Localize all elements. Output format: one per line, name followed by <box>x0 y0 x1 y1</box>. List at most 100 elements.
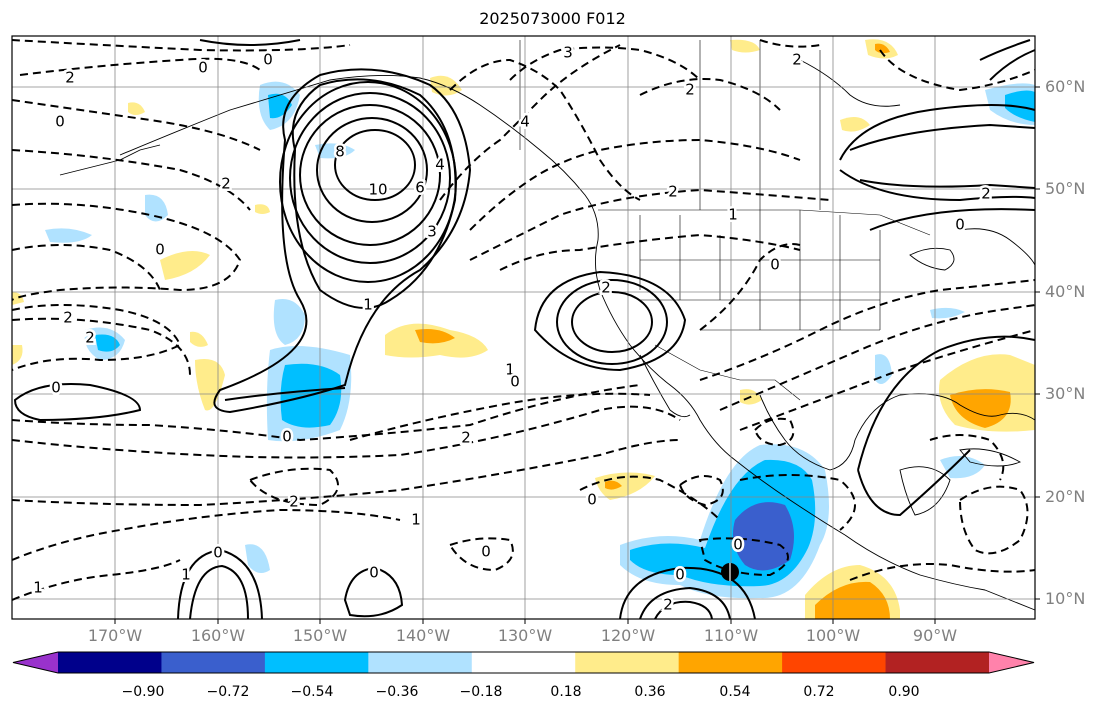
colorbar-tick-label: 0.18 <box>550 684 582 700</box>
border-us-mexico <box>654 344 801 401</box>
contour-dashed <box>759 39 821 48</box>
lat-label-40n: 40°N <box>1045 282 1086 301</box>
contour-solid <box>343 566 404 618</box>
colorbar-tick-label: 0.90 <box>888 684 920 700</box>
contour-dashed <box>11 99 261 151</box>
contour-dashed <box>11 244 161 291</box>
contour-label: 2 <box>63 309 73 327</box>
contour-solid <box>533 270 687 372</box>
coastline-aleutians <box>59 144 161 176</box>
contour-dashed <box>11 559 181 601</box>
contour-solid <box>654 600 713 620</box>
contour-solid <box>199 39 301 46</box>
border-canada-provinces <box>699 40 821 210</box>
shade-mid-blue <box>732 502 794 571</box>
coastline-yucatan <box>899 466 951 516</box>
shaded-fields <box>12 39 1035 619</box>
contour-label: 2 <box>85 329 95 347</box>
colorbar-tick-label: −0.90 <box>121 684 165 700</box>
contour-label: 8 <box>335 143 345 161</box>
contour-label: 2 <box>221 175 231 193</box>
lon-label-160w: 160°W <box>190 626 246 645</box>
contour-solid <box>299 104 441 246</box>
contour-solid <box>289 92 451 264</box>
shade-blue <box>95 334 120 352</box>
colorbar-segment <box>368 652 473 673</box>
contour-dashed <box>678 475 724 507</box>
contour-label: 0 <box>510 373 520 391</box>
shade-yellow <box>12 292 24 305</box>
contour-solid <box>213 68 472 414</box>
map-title: 2025073000 F012 <box>479 9 626 28</box>
coastline-hudson <box>799 59 901 107</box>
contour-solid <box>859 179 1036 189</box>
lon-label-140w: 140°W <box>395 626 451 645</box>
map-frame <box>11 35 1036 620</box>
coastline-gulf-mexico <box>759 393 1036 471</box>
shade-orange <box>415 329 455 344</box>
lon-label-100w: 100°W <box>805 626 861 645</box>
contour-label: 2 <box>65 69 75 87</box>
contour-label: 4 <box>435 156 445 174</box>
colorbar-tick-label: −0.18 <box>459 684 503 700</box>
colorbar-segment <box>471 652 576 673</box>
contour-label: 0 <box>55 113 65 131</box>
contour-label: 4 <box>520 113 530 131</box>
contour-dashed <box>699 279 1036 381</box>
colorbar-tick-label: −0.36 <box>375 684 419 700</box>
contour-dashed <box>248 467 339 507</box>
colorbar-extend-high <box>989 652 1034 673</box>
shade-light-blue <box>875 354 892 384</box>
shade-yellow <box>840 116 870 132</box>
contour-label: 0 <box>51 379 61 397</box>
contour-label: 2 <box>685 81 695 99</box>
lat-label-30n: 30°N <box>1045 384 1086 403</box>
colorbar-segment <box>161 652 266 673</box>
colorbar-segment <box>782 652 887 673</box>
contour-solid <box>13 383 142 422</box>
contour-dashed <box>11 39 351 52</box>
contour-label: 2 <box>289 493 299 511</box>
shade-orange <box>815 581 890 619</box>
contour-solid <box>177 548 263 620</box>
lat-label-60n: 60°N <box>1045 77 1086 96</box>
contour-label: 3 <box>563 44 573 62</box>
contour-labels: 0 2 3 2 0 0 2 0 4 10 8 6 4 2 2 1 2 0 3 2… <box>31 41 994 616</box>
contour-label: 10 <box>368 181 387 199</box>
colorbar-segment <box>678 652 783 673</box>
contour-solid <box>979 39 1031 61</box>
contour-dashed <box>579 475 721 521</box>
coastline-cuba <box>959 448 1022 467</box>
contour-label: 2 <box>601 279 611 297</box>
lon-label-150w: 150°W <box>292 626 348 645</box>
contour-label: 0 <box>213 544 223 562</box>
lat-label-10n: 10°N <box>1045 589 1086 608</box>
contour-label: 1 <box>505 361 515 379</box>
contour-dashed <box>469 188 831 261</box>
contour-label: 0 <box>198 59 208 77</box>
contour-dashed <box>719 304 1036 411</box>
colorbar-tick-label: −0.54 <box>290 684 334 700</box>
contour-label: 2 <box>663 596 673 614</box>
colorbar-tick-label: 0.36 <box>634 684 666 700</box>
contour-dashed <box>11 317 191 376</box>
contour-label: 0 <box>282 428 292 446</box>
contour-label: 0 <box>675 566 685 584</box>
contour-label: 0 <box>770 256 780 274</box>
contour-solid <box>334 129 416 201</box>
coastline-west-coast <box>595 239 846 536</box>
colorbar-segment <box>264 652 369 673</box>
contour-dashed <box>639 78 781 111</box>
shade-light-blue <box>930 307 965 319</box>
contour-solid <box>224 387 346 401</box>
contour-dashed <box>349 392 651 441</box>
contour-solid <box>839 169 1036 202</box>
contour-dashed <box>11 439 681 507</box>
contour-label: 1 <box>411 511 421 529</box>
contour-solid <box>849 123 1036 151</box>
colorbar <box>12 651 1035 674</box>
contour-dashed <box>958 485 1029 555</box>
contour-dashed <box>11 304 182 371</box>
shade-yellow <box>255 204 270 214</box>
contour-dashed <box>11 508 401 561</box>
